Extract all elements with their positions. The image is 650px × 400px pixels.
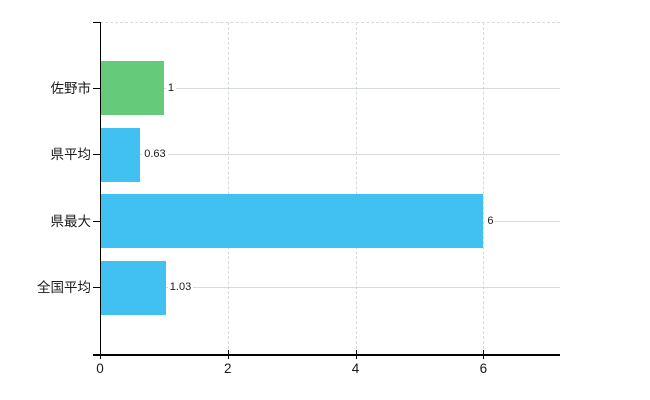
x-tick-label: 0 bbox=[96, 361, 104, 376]
value-label: 0.63 bbox=[142, 148, 168, 162]
x-axis-tick bbox=[227, 350, 229, 359]
x-tick-label: 2 bbox=[224, 361, 232, 376]
x-axis-tick bbox=[100, 350, 101, 359]
gridline-vertical bbox=[355, 22, 357, 354]
x-tick-label: 4 bbox=[351, 361, 360, 376]
x-axis-tick bbox=[483, 350, 485, 359]
plot-top-border bbox=[100, 22, 560, 23]
category-label: 全国平均 bbox=[37, 280, 91, 296]
gridline-horizontal bbox=[100, 154, 560, 156]
gridline-horizontal bbox=[100, 287, 560, 289]
value-label: 6 bbox=[485, 214, 496, 228]
bar[interactable] bbox=[100, 127, 141, 182]
x-axis-tick bbox=[355, 350, 357, 359]
x-tick-label: 6 bbox=[479, 361, 488, 376]
value-label: 1 bbox=[165, 81, 176, 95]
y-axis-tick bbox=[93, 154, 100, 156]
y-axis-line bbox=[99, 22, 101, 356]
category-label: 佐野市 bbox=[50, 80, 92, 96]
gridline-vertical bbox=[483, 22, 485, 354]
gridline-horizontal bbox=[100, 87, 560, 89]
y-axis-tick bbox=[93, 220, 100, 222]
y-axis-tick bbox=[93, 22, 100, 23]
y-axis-tick bbox=[93, 87, 100, 89]
x-axis-line bbox=[93, 354, 560, 356]
bar[interactable] bbox=[100, 61, 164, 116]
value-label: 1.03 bbox=[167, 281, 194, 295]
bar[interactable] bbox=[100, 194, 484, 249]
category-label: 県最大 bbox=[50, 213, 92, 229]
category-label: 県平均 bbox=[50, 147, 92, 163]
bar[interactable] bbox=[100, 260, 166, 315]
gridline-vertical bbox=[227, 22, 229, 354]
y-axis-tick bbox=[93, 287, 100, 289]
